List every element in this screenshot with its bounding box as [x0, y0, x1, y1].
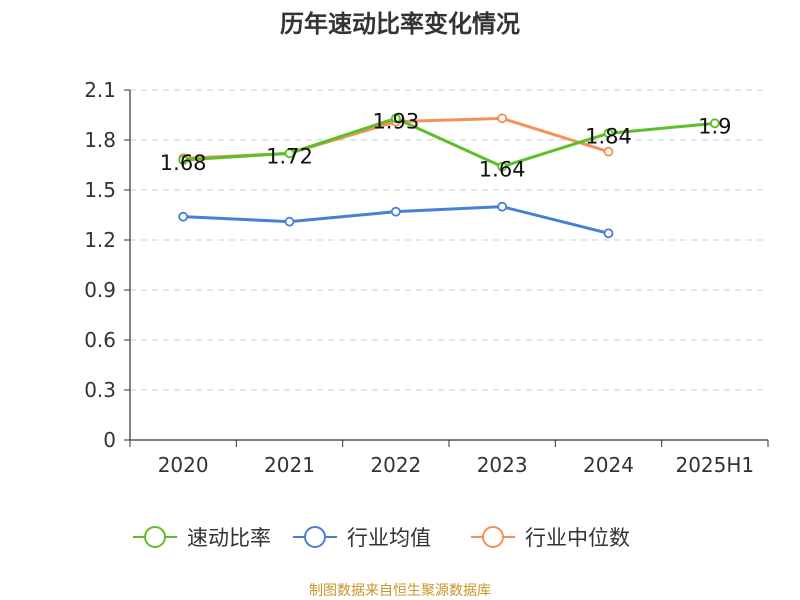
legend-label[interactable]: 行业中位数 — [525, 526, 630, 550]
legend-label[interactable]: 速动比率 — [187, 526, 271, 550]
x-tick-label: 2021 — [264, 453, 315, 477]
y-tick-label: 1.5 — [84, 178, 116, 202]
y-tick-label: 0.3 — [84, 378, 116, 402]
data-label: 1.9 — [698, 114, 731, 138]
data-label: 1.84 — [585, 124, 632, 148]
y-tick-label: 1.8 — [84, 128, 116, 152]
legend-marker[interactable] — [482, 526, 504, 548]
chart-title: 历年速动比率变化情况 — [280, 10, 520, 38]
data-point[interactable] — [284, 216, 295, 227]
legend: 速动比率 行业均值 行业中位数 — [133, 526, 630, 550]
x-tick-label: 2023 — [477, 453, 528, 477]
x-tick-label: 2025H1 — [675, 453, 754, 477]
data-point[interactable] — [497, 113, 508, 124]
y-tick-label: 0.9 — [84, 278, 116, 302]
y-tick-label: 2.1 — [84, 78, 116, 102]
y-tick-label: 0 — [103, 428, 116, 452]
data-point[interactable] — [603, 228, 614, 239]
data-point[interactable] — [497, 201, 508, 212]
data-point[interactable] — [284, 148, 295, 159]
grid — [130, 89, 768, 391]
data-point[interactable] — [497, 161, 508, 172]
data-label: 1.68 — [160, 151, 207, 175]
data-point[interactable] — [178, 155, 189, 165]
data-point[interactable] — [390, 206, 401, 217]
data-labels: 1.68 1.72 1.93 1.64 1.84 1.9 — [160, 109, 732, 181]
legend-marker[interactable] — [144, 526, 166, 548]
legend-label[interactable]: 行业均值 — [347, 526, 431, 550]
y-tick-label: 0.6 — [84, 328, 116, 352]
data-label: 1.72 — [266, 144, 313, 168]
data-point[interactable] — [178, 211, 189, 222]
x-tick-label: 2022 — [370, 453, 421, 477]
data-point[interactable] — [709, 118, 720, 129]
series-lines — [178, 113, 720, 239]
data-point[interactable] — [603, 146, 614, 157]
source-note: 制图数据来自恒生聚源数据库 — [309, 583, 491, 599]
x-tick-label: 2024 — [583, 453, 634, 477]
data-label: 1.93 — [372, 109, 419, 133]
data-point[interactable] — [603, 128, 614, 139]
legend-marker[interactable] — [304, 526, 326, 548]
x-tick-label: 2020 — [158, 453, 209, 477]
data-point[interactable] — [390, 113, 401, 124]
axes: 0 0.3 0.6 0.9 1.2 1.5 1.8 2.1 2020 2021 2022 2023 20… — [84, 78, 769, 477]
series-line — [183, 116, 715, 169]
data-label: 1.64 — [479, 158, 526, 182]
y-tick-label: 1.2 — [84, 228, 116, 252]
